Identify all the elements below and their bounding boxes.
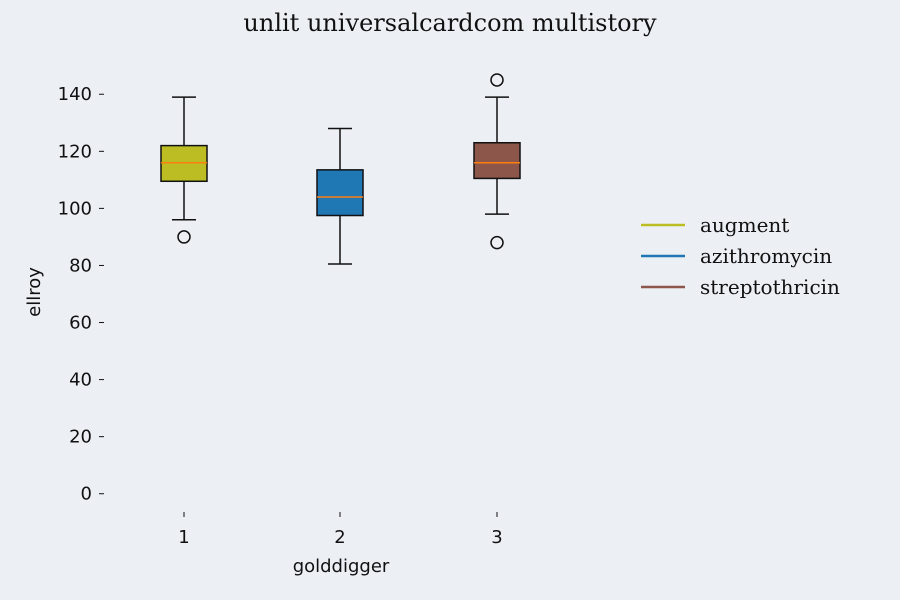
x-tick-label: 1 <box>178 527 189 548</box>
outlier-point <box>177 230 191 244</box>
plot-area: 0 20 40 60 80 100 120 140 1 2 3 <box>58 73 521 548</box>
y-axis-label: ellroy <box>24 267 45 317</box>
box-group-augment <box>160 96 208 244</box>
y-tick-label: 100 <box>58 198 92 219</box>
y-tick-label: 140 <box>58 84 92 105</box>
x-tick-label: 3 <box>491 527 502 548</box>
outlier-point <box>490 73 504 87</box>
box-group-streptothricin <box>473 73 521 250</box>
x-axis-label: golddigger <box>293 556 390 577</box>
box-azithromycin <box>316 169 364 217</box>
legend-label-azithromycin: azithromycin <box>700 244 832 268</box>
outlier-point <box>490 235 504 250</box>
y-tick-label: 80 <box>69 255 92 276</box>
legend-label-augment: augment <box>700 213 789 237</box>
box-group-azithromycin <box>316 127 364 265</box>
y-tick-label: 60 <box>69 313 92 334</box>
box-streptothricin <box>473 142 521 180</box>
y-tick-label: 120 <box>58 141 92 162</box>
legend-label-streptothricin: streptothricin <box>700 275 840 299</box>
chart-title: unlit universalcardcom multistory <box>243 9 657 37</box>
x-tick-label: 2 <box>334 527 345 548</box>
y-tick-label: 20 <box>69 427 92 448</box>
y-tick-label: 40 <box>69 370 92 391</box>
legend: augment azithromycin streptothricin <box>641 213 840 299</box>
y-tick-label: 0 <box>81 484 92 505</box>
